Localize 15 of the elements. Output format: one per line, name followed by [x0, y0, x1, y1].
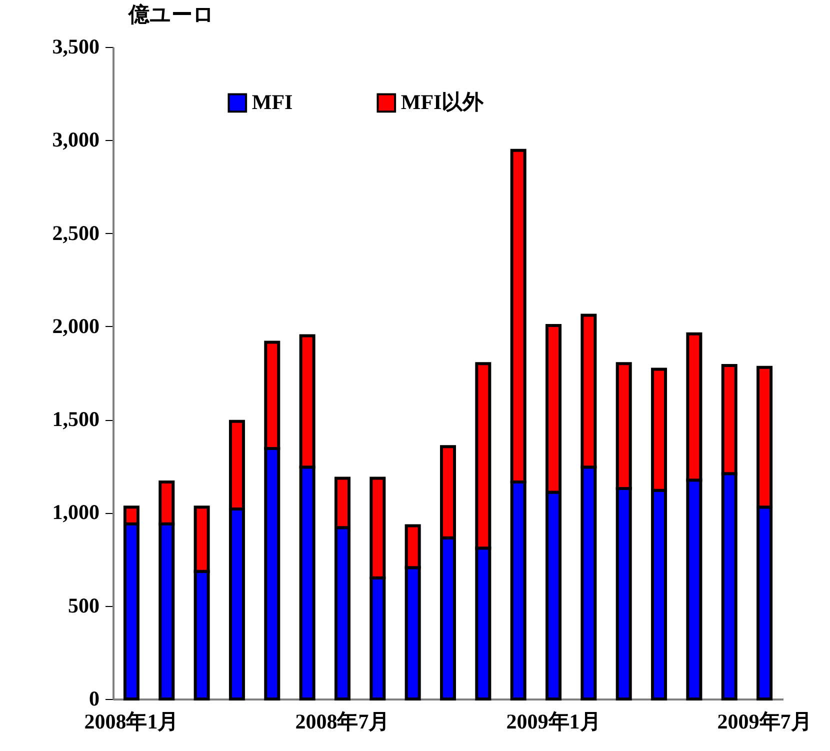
x-tick-label: 2009年1月 — [506, 710, 601, 734]
y-tick-label: 0 — [89, 686, 100, 710]
y-tick-label: 1,000 — [52, 500, 100, 524]
legend-label: MFI — [252, 90, 293, 114]
x-tick-label: 2009年7月 — [717, 710, 812, 734]
y-tick-label: 3,500 — [52, 34, 100, 58]
legend-label: MFI以外 — [400, 90, 485, 114]
y-tick-label: 2,500 — [52, 220, 100, 245]
x-tick-label: 2008年7月 — [295, 710, 390, 734]
y-tick-label: 500 — [68, 593, 100, 618]
y-axis-title: 億ユーロ — [128, 2, 214, 26]
y-tick-label: 1,500 — [52, 407, 100, 432]
y-tick-label: 2,000 — [52, 314, 100, 338]
x-tick-label: 2008年1月 — [84, 710, 179, 734]
y-tick-label: 3,000 — [52, 128, 100, 152]
